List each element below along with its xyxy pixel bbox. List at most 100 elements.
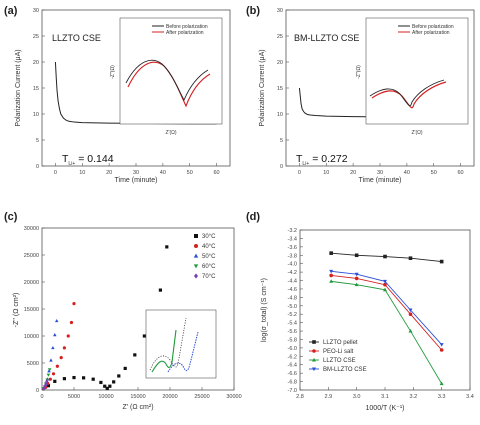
x-tick-label: 0: [298, 170, 301, 176]
nyquist-point-70°C: [43, 384, 47, 389]
panel-a-inset-before: [125, 59, 209, 102]
legend-label: 60°C: [202, 264, 216, 270]
panel-c-xlabel: Z' (Ω cm²): [122, 404, 153, 411]
legend-marker-LLZTO pellet: [312, 340, 316, 344]
y-tick-label: -3.4: [288, 236, 297, 242]
panel-c-inset-30c: [149, 317, 187, 371]
data-point-LLZTO pellet: [354, 253, 359, 258]
data-point-BM-LLZTO CSE: [439, 343, 444, 347]
panel-d-xlabel: 1000/T (K⁻¹): [366, 405, 405, 412]
y-tick-label: 20000: [24, 280, 39, 286]
legend-label: 30°C: [202, 234, 216, 240]
x-tick-label: 30: [377, 170, 383, 176]
nyquist-point-30°C: [112, 380, 116, 384]
nyquist-point-30°C: [62, 377, 66, 381]
legend-label: BM-LLZTO CSE: [323, 367, 367, 373]
y-tick-label: -4.0: [288, 262, 297, 268]
nyquist-point-30°C: [108, 384, 112, 388]
panel-a-inset: Before polarization After polarization Z…: [110, 17, 223, 136]
legend-marker-30°C: [194, 234, 198, 238]
panel-b-inset-legend-after: After polarization: [412, 30, 450, 36]
nyquist-point-40°C: [51, 372, 56, 376]
y-tick-label: -6.8: [288, 380, 297, 386]
y-tick-label: -5.4: [288, 321, 297, 327]
nyquist-point-30°C: [99, 380, 103, 385]
nyquist-point-30°C: [53, 379, 57, 383]
nyquist-point-60°C: [46, 373, 51, 377]
y-tick-label: 25: [277, 34, 283, 40]
x-tick-label: 60: [214, 170, 220, 176]
y-tick-label: -4.6: [288, 287, 297, 293]
y-tick-label: 15000: [24, 307, 39, 313]
x-tick-label: 30000: [226, 394, 241, 400]
panel-b-inset-legend-before: Before polarization: [412, 24, 454, 30]
y-tick-label: -3.6: [288, 245, 297, 251]
panel-a-title: LLZTO CSE: [52, 33, 101, 43]
panel-a-inset-legend-after: After polarization: [166, 30, 204, 36]
x-tick-label: 10000: [98, 394, 113, 400]
y-tick-label: 15: [277, 86, 283, 92]
x-tick-label: 20: [106, 170, 112, 176]
nyquist-point-40°C: [66, 334, 70, 338]
nyquist-point-30°C: [82, 376, 86, 380]
data-point-LLZTO CSE: [354, 282, 359, 287]
x-tick-label: 10: [323, 170, 329, 176]
panel-a-inset-frame: [119, 17, 223, 125]
data-point-LLZTO CSE: [439, 381, 444, 386]
panel-b-inset: Before polarization After polarization Z…: [356, 17, 469, 136]
data-point-PEO-Li salt: [439, 348, 444, 352]
legend-marker-PEO-Li salt: [312, 349, 316, 353]
x-tick-label: 0: [54, 170, 57, 176]
x-tick-label: 3.4: [466, 394, 474, 400]
legend-marker-50°C: [193, 253, 199, 258]
legend-marker-BM-LLZTO CSE: [312, 367, 316, 372]
data-point-PEO-Li salt: [329, 273, 333, 278]
x-tick-label: 3.3: [438, 394, 446, 400]
legend-marker-40°C: [194, 244, 198, 248]
panel-b-xlabel: Time (minute): [359, 177, 402, 184]
panel-b-label: (b): [246, 5, 260, 17]
legend-marker-60°C: [193, 264, 199, 269]
nyquist-point-30°C: [103, 384, 107, 388]
nyquist-point-30°C: [105, 386, 109, 390]
nyquist-point-40°C: [59, 356, 63, 360]
panel-d-frame: [299, 229, 471, 391]
x-tick-label: 30: [133, 170, 139, 176]
nyquist-point-70°C: [45, 379, 49, 384]
panel-a-ticks: 0 10 20 30 40 50 60 0 5 10 15 20 25 30: [33, 8, 220, 176]
panel-d-label: (d): [246, 211, 260, 223]
x-tick-label: 5000: [68, 394, 80, 400]
x-tick-label: 0: [40, 394, 43, 400]
nyquist-point-30°C: [142, 334, 146, 338]
panel-c-inset: [145, 309, 217, 379]
panel-a-inset-xlabel: Z'(Ω): [165, 130, 176, 136]
legend-label: LLZTO CSE: [323, 358, 356, 364]
nyquist-point-30°C: [72, 375, 76, 380]
y-tick-label: 30000: [24, 226, 39, 232]
panel-b: 0 10 20 30 40 50 60 0 5 10 15 20 25 30 BM-LLZTO CSE T…: [259, 8, 475, 184]
x-tick-label: 3.0: [353, 394, 361, 400]
y-tick-label: -3.8: [288, 253, 297, 259]
data-point-BM-LLZTO CSE: [354, 272, 359, 277]
nyquist-point-50°C: [51, 345, 55, 350]
data-point-LLZTO pellet: [408, 256, 413, 261]
panel-b-inset-before: [369, 79, 445, 107]
y-tick-label: 25: [33, 34, 39, 40]
x-tick-label: 20000: [162, 394, 177, 400]
panel-c-ylabel: -Z'' (Ω cm²): [13, 293, 20, 328]
panel-b-ticks: 0 10 20 30 40 50 60 0 5 10 15 20 25 30: [277, 8, 464, 176]
y-tick-label: 30: [33, 8, 39, 14]
panel-a-ylabel: Polarization Current (μA): [15, 49, 22, 126]
x-tick-label: 2.8: [296, 394, 304, 400]
nyquist-point-50°C: [53, 333, 57, 337]
panel-b-ylabel: Polarization Current (μA): [259, 49, 266, 126]
data-point-PEO-Li salt: [408, 312, 413, 317]
legend-marker-LLZTO CSE: [312, 357, 316, 362]
legend-label: LLZTO pellet: [323, 340, 358, 346]
y-tick-label: -5.0: [288, 304, 297, 310]
panel-c-inset-60c: [151, 329, 177, 373]
x-tick-label: 3.1: [381, 394, 389, 400]
y-tick-label: -4.4: [288, 279, 297, 285]
